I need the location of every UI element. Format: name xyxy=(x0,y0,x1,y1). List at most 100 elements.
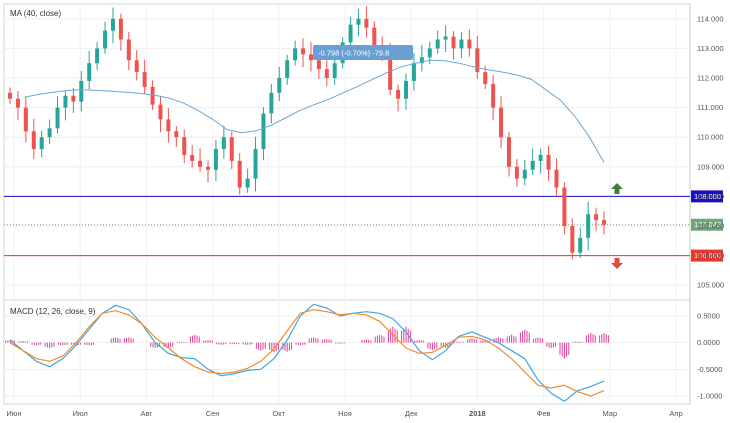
candle-body-22 xyxy=(182,137,187,155)
candle-body-13 xyxy=(110,18,115,31)
level-tag-0 xyxy=(691,190,723,203)
overlay-layer xyxy=(611,183,623,269)
candle-body-71 xyxy=(570,226,575,253)
arrow-up-icon xyxy=(611,183,623,194)
candle-body-74 xyxy=(594,214,599,221)
candle-body-50 xyxy=(404,80,408,99)
candle-body-10 xyxy=(87,63,92,81)
candle-body-39 xyxy=(316,60,321,70)
candles-layer[interactable] xyxy=(8,6,606,260)
candle-body-49 xyxy=(396,89,401,99)
candle-body-60 xyxy=(483,72,488,84)
candle-body-28 xyxy=(229,137,234,161)
candle-body-46 xyxy=(372,27,377,46)
candle-body-38 xyxy=(308,54,313,61)
x-tick-3: Сен xyxy=(206,409,220,418)
price-y-tick-6: 111.000 xyxy=(697,103,723,112)
candle-body-31 xyxy=(253,149,258,179)
ma-line xyxy=(24,59,605,163)
candle-body-41 xyxy=(332,63,337,78)
level-tag-label-1: 106.000 xyxy=(694,251,721,260)
levels-layer: 108.000 106.000 107.043 xyxy=(4,190,723,262)
candle-body-35 xyxy=(285,60,290,78)
price-y-tick-8: 113.000 xyxy=(697,44,724,53)
price-y-tick-4: 109.000 xyxy=(697,162,724,171)
measure-tooltip-text: -0.798 (-0.70%) -79.8 xyxy=(318,49,389,58)
x-tick-6: Дек xyxy=(405,409,418,418)
macd-y-tick-0: 0.5000 xyxy=(697,312,720,321)
candle-body-52 xyxy=(419,57,424,64)
candle-body-16 xyxy=(134,60,139,73)
measure-tooltip-box xyxy=(313,45,413,60)
price-indicator-legend[interactable]: MA (40, close) xyxy=(10,9,61,18)
x-tick-1: Июл xyxy=(73,409,88,418)
candle-body-65 xyxy=(522,169,527,179)
candle-body-68 xyxy=(546,154,551,170)
candle-body-8 xyxy=(71,95,76,102)
candle-body-56 xyxy=(451,36,456,49)
candle-body-37 xyxy=(301,48,306,55)
candle-body-73 xyxy=(586,214,591,238)
candle-body-67 xyxy=(538,154,543,161)
candle-body-9 xyxy=(79,80,84,102)
candle-body-62 xyxy=(499,107,504,138)
x-tick-2: Авг xyxy=(141,409,153,418)
candle-body-66 xyxy=(530,160,535,170)
macd-layer xyxy=(5,303,609,403)
candle-body-69 xyxy=(554,169,559,188)
candle-body-75 xyxy=(602,220,606,225)
candle-body-34 xyxy=(277,78,282,93)
macd-signal-line xyxy=(9,308,605,397)
level-tag-2 xyxy=(691,218,723,231)
candle-body-63 xyxy=(506,137,511,167)
candle-body-11 xyxy=(95,48,100,64)
x-tick-7: 2018 xyxy=(469,409,486,418)
price-y-tick-1: 106.000 xyxy=(697,251,724,260)
candle-body-45 xyxy=(364,18,369,28)
candle-body-25 xyxy=(206,166,210,170)
macd-y-tick-1: 0.0000 xyxy=(697,338,720,347)
candle-body-7 xyxy=(63,95,68,108)
candle-body-59 xyxy=(475,48,480,73)
x-tick-8: Фев xyxy=(537,409,551,418)
candle-body-27 xyxy=(221,137,226,150)
macd-indicator-legend[interactable]: MACD (12, 26, close, 9) xyxy=(10,307,96,316)
price-y-tick-7: 112.000 xyxy=(697,74,724,83)
candle-body-20 xyxy=(166,119,171,132)
price-y-tick-0: 105.000 xyxy=(697,281,724,290)
candle-body-70 xyxy=(562,187,567,226)
macd-macd-line xyxy=(9,303,605,403)
candle-body-18 xyxy=(150,86,155,105)
candle-body-5 xyxy=(47,128,52,138)
candle-body-6 xyxy=(55,107,60,129)
candle-body-54 xyxy=(435,39,440,49)
candle-body-72 xyxy=(578,237,583,253)
candle-body-40 xyxy=(324,69,329,78)
candle-body-44 xyxy=(356,18,361,25)
x-tick-0: Июн xyxy=(6,409,21,418)
axis-labels-layer: 105.000 106.000 107.000 108.000 109.000 110.0… xyxy=(6,14,724,418)
price-y-tick-9: 114.000 xyxy=(697,14,724,23)
candle-body-48 xyxy=(388,54,393,90)
candle-body-33 xyxy=(269,92,274,114)
candle-body-53 xyxy=(427,48,432,58)
level-tag-label-2: 107.043 xyxy=(694,220,721,229)
level-tag-label-0: 108.000 xyxy=(694,192,721,201)
x-tick-9: Мар xyxy=(602,409,617,418)
macd-y-tick-2: -0.5000 xyxy=(697,365,722,374)
candle-body-15 xyxy=(126,39,131,61)
candle-body-2 xyxy=(23,107,28,132)
level-tag-1 xyxy=(691,249,723,262)
candle-body-43 xyxy=(348,24,353,43)
candle-body-21 xyxy=(174,131,179,138)
candle-body-29 xyxy=(237,160,242,188)
candle-body-58 xyxy=(467,39,472,49)
candle-body-24 xyxy=(198,160,203,167)
x-tick-10: Апр xyxy=(669,409,682,418)
candle-body-4 xyxy=(39,137,44,150)
candle-body-26 xyxy=(213,149,218,170)
candle-body-32 xyxy=(261,113,266,150)
